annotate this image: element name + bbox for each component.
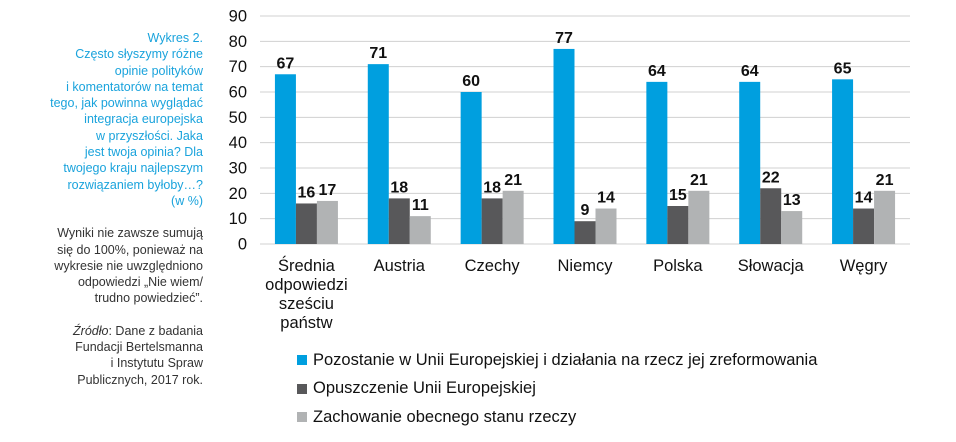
- x-tick-labels: Średnia odpowiedzi sześciu państw Austria Cze…: [265, 256, 888, 332]
- bar: [667, 206, 689, 244]
- data-label: 11: [412, 197, 429, 214]
- data-label: 14: [855, 190, 873, 207]
- y-tick-label: 60: [229, 84, 247, 102]
- data-label: 18: [483, 179, 501, 196]
- note-text: Wyniki nie zawsze sumują się do 100%, po…: [54, 226, 203, 306]
- data-label: 9: [581, 202, 590, 219]
- x-tick-label-line: sześciu: [279, 295, 334, 313]
- legend-label: Pozostanie w Unii Europejskiej i działan…: [313, 350, 818, 369]
- bars: [274, 48, 896, 245]
- data-label: 13: [783, 192, 801, 209]
- y-tick-label: 30: [229, 160, 247, 178]
- x-tick-label-line: Polska: [653, 257, 703, 275]
- x-tick-label: Słowacja: [738, 257, 805, 275]
- data-label: 22: [762, 169, 780, 186]
- source-label: Źródło: [73, 323, 109, 338]
- legend-swatch: [297, 383, 307, 394]
- data-label: 21: [690, 172, 708, 189]
- x-tick-label-line: odpowiedzi: [265, 276, 348, 294]
- chart-caption: Wykres 2. Często słyszymy różne opinie p…: [0, 30, 203, 209]
- caption-text: Wykres 2. Często słyszymy różne opinie p…: [50, 31, 203, 208]
- bar: [874, 190, 896, 244]
- data-label: 14: [597, 190, 615, 207]
- data-label: 77: [555, 30, 573, 47]
- bar: [409, 216, 431, 244]
- y-tick-label: 40: [229, 134, 247, 152]
- x-tick-label-line: państw: [280, 314, 332, 332]
- y-tick-label: 20: [229, 185, 247, 203]
- bar: [688, 190, 710, 244]
- data-label: 18: [390, 179, 408, 196]
- x-tick-label: Węgry: [840, 257, 888, 275]
- legend-item: Pozostanie w Unii Europejskiej i działan…: [297, 346, 817, 375]
- bar: [295, 203, 317, 244]
- data-label: 21: [504, 172, 522, 189]
- y-tick-label: 50: [229, 109, 247, 127]
- y-tick-label: 10: [229, 210, 247, 228]
- x-tick-label-line: Słowacja: [738, 257, 805, 275]
- x-tick-label-line: Austria: [374, 257, 426, 275]
- bar: [502, 190, 524, 244]
- x-tick-label-line: Czechy: [465, 257, 521, 275]
- bar: [316, 200, 338, 244]
- bar: [832, 79, 854, 244]
- legend-swatch: [297, 412, 307, 423]
- source-text: : Dane z badania Fundacji Bertelsmanna i…: [75, 323, 203, 387]
- bar: [781, 211, 803, 244]
- data-label: 17: [319, 182, 337, 199]
- x-tick-label: Czechy: [465, 257, 521, 275]
- chart-source: Źródło: Dane z badania Fundacji Bertelsm…: [0, 323, 203, 388]
- data-label: 65: [834, 60, 852, 77]
- bar: [574, 221, 596, 244]
- data-label: 64: [741, 63, 759, 80]
- y-tick-label: 80: [229, 33, 247, 51]
- x-tick-label-line: Średnia: [278, 256, 336, 275]
- y-tick-label: 70: [229, 58, 247, 76]
- data-label: 60: [462, 73, 480, 90]
- legend: Pozostanie w Unii Europejskiej i działan…: [297, 346, 817, 432]
- x-tick-label: Austria: [374, 257, 426, 275]
- bar: [367, 64, 389, 244]
- data-label: 16: [298, 184, 316, 201]
- y-tick-label: 90: [229, 8, 247, 26]
- x-tick-label-line: Węgry: [840, 257, 888, 275]
- bar: [388, 198, 410, 244]
- bar: [760, 188, 782, 244]
- data-label: 64: [648, 63, 666, 80]
- x-tick-label-line: Niemcy: [557, 257, 613, 275]
- bar: [460, 92, 482, 244]
- chart-sidebar: Wykres 2. Często słyszymy różne opinie p…: [0, 30, 203, 388]
- legend-item: Opuszczenie Unii Europejskiej: [297, 375, 817, 404]
- bar: [553, 48, 575, 244]
- bar: [481, 198, 503, 244]
- x-tick-label: Średnia odpowiedzi sześciu państw: [265, 256, 348, 332]
- legend-label: Zachowanie obecnego stanu rzeczy: [313, 407, 577, 426]
- legend-item: Zachowanie obecnego stanu rzeczy: [297, 403, 817, 432]
- legend-label: Opuszczenie Unii Europejskiej: [313, 379, 536, 398]
- legend-swatch: [297, 355, 307, 366]
- chart-note: Wyniki nie zawsze sumują się do 100%, po…: [0, 225, 203, 306]
- bar: [853, 208, 875, 244]
- bar: [739, 81, 761, 244]
- data-label: 21: [876, 172, 894, 189]
- x-tick-label: Polska: [653, 257, 703, 275]
- data-label: 67: [277, 55, 295, 72]
- data-label: 15: [669, 187, 687, 204]
- y-tick-labels: 0 10 20 30 40 50 60 70 80 90: [229, 8, 247, 254]
- x-tick-label: Niemcy: [557, 257, 613, 275]
- bar: [274, 74, 296, 245]
- bar: [595, 208, 617, 244]
- y-tick-label: 0: [238, 236, 247, 254]
- bar: [646, 81, 668, 244]
- data-label: 71: [369, 45, 387, 62]
